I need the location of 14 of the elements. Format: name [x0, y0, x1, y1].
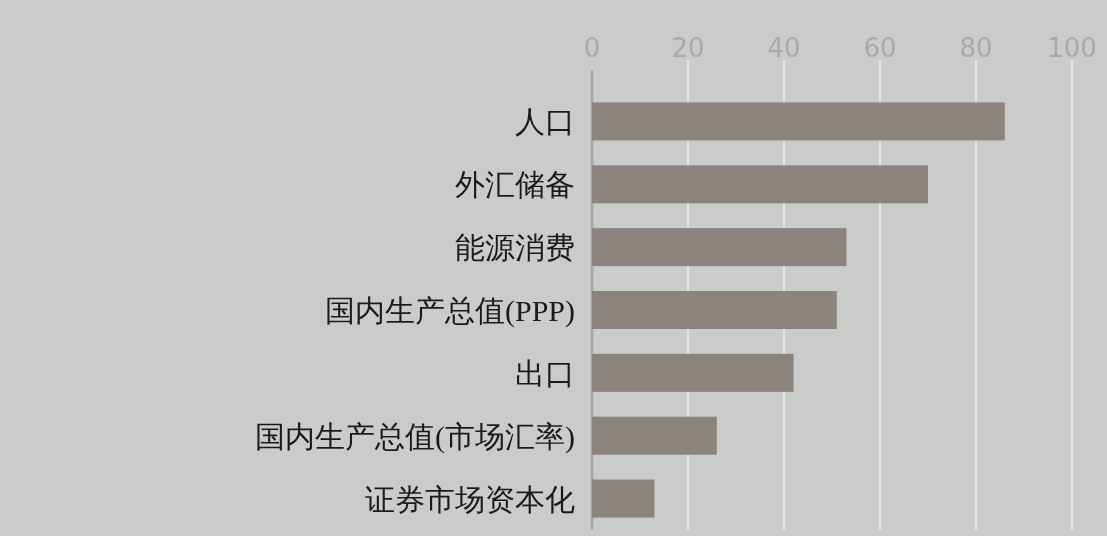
bar [592, 291, 837, 329]
bar [592, 479, 655, 518]
bar [592, 228, 847, 267]
y-tick-label: 国内生产总值(市场汇率) [255, 419, 575, 454]
bar [592, 353, 794, 392]
y-tick-label: 外汇储备 [455, 168, 575, 202]
y-tick-label: 人口 [515, 105, 575, 139]
bar [592, 165, 928, 204]
bar [592, 416, 717, 455]
y-tick-label: 出口 [515, 356, 575, 390]
bar [592, 102, 1005, 141]
y-tick-label: 能源消费 [455, 231, 575, 265]
y-tick-label: 证券市场资本化 [365, 482, 575, 516]
y-tick-label: 国内生产总值(PPP) [324, 294, 575, 328]
